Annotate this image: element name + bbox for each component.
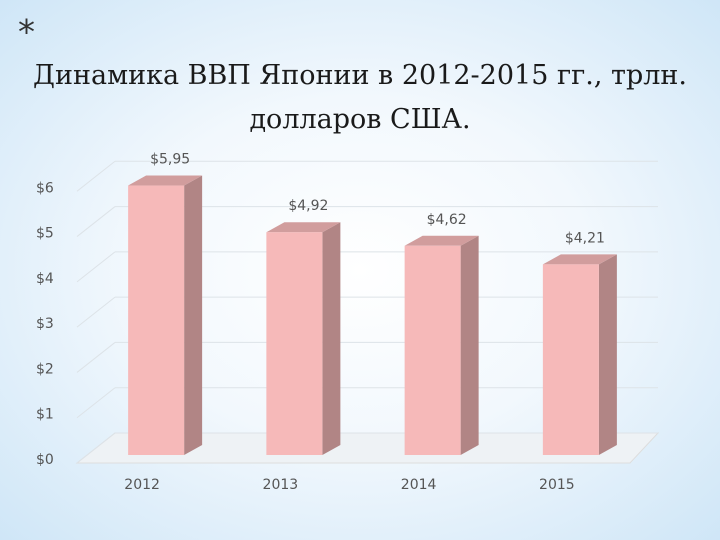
bar-top (542, 254, 617, 265)
grid-line (76, 206, 116, 237)
value-label: $4,21 (565, 230, 605, 246)
grid-line (76, 387, 116, 419)
y-tick-label: $5 (36, 226, 54, 242)
bullet-marker: * (18, 13, 35, 53)
bar (542, 264, 599, 455)
bar-top (266, 222, 341, 233)
y-tick-label: $3 (36, 316, 54, 332)
grid-line (76, 296, 116, 328)
y-tick-label: $1 (36, 407, 54, 423)
bar-side (460, 235, 479, 455)
bar (404, 245, 461, 455)
bar (128, 185, 185, 456)
y-tick-label: $2 (36, 361, 54, 377)
y-tick-label: $0 (36, 452, 54, 468)
bar (266, 232, 323, 455)
x-tick-label: 2012 (124, 477, 160, 493)
bar-side (322, 222, 341, 455)
bar-top (404, 235, 479, 246)
y-tick-label: $4 (36, 271, 54, 287)
x-tick-label: 2015 (539, 477, 575, 493)
value-label: $4,62 (427, 212, 467, 228)
x-tick-label: 2014 (401, 477, 437, 493)
chart-title: Динамика ВВП Японии в 2012-2015 гг., трл… (33, 60, 687, 135)
value-label: $5,95 (150, 152, 190, 168)
grid-line (76, 432, 116, 464)
bar-side (184, 175, 203, 456)
grid-line (76, 342, 116, 373)
grid-line (76, 251, 116, 283)
bar-top (128, 175, 203, 186)
grid-line (76, 160, 116, 192)
y-tick-label: $6 (36, 180, 54, 196)
value-label: $4,92 (288, 198, 328, 214)
x-tick-label: 2013 (263, 477, 299, 493)
bar-side (598, 254, 617, 455)
